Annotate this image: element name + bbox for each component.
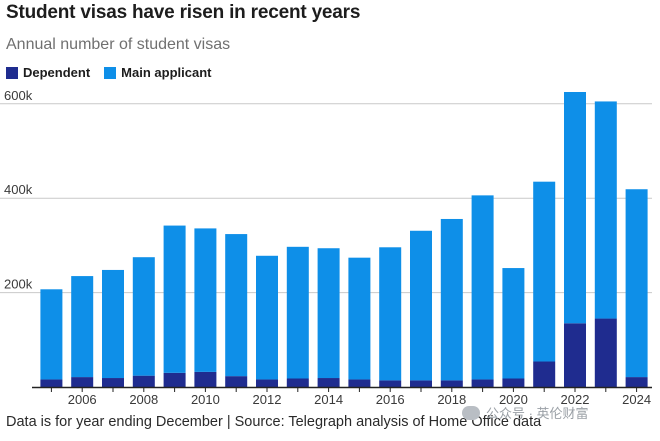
bar-dependent-2010	[194, 371, 217, 387]
bar-main-applicant-2014	[317, 248, 340, 379]
bar-dependent-2007	[102, 378, 124, 387]
bar-dependent-2020	[502, 378, 525, 387]
bar-main-applicant-2022	[564, 92, 586, 324]
legend-item-dependent: Dependent	[6, 65, 90, 80]
bar-dependent-2016	[379, 380, 402, 387]
watermark: 公众号 · 英伦财富	[462, 403, 589, 422]
x-tick-label: 2006	[68, 392, 97, 407]
legend-label-main-applicant: Main applicant	[121, 65, 212, 80]
bar-main-applicant-2020	[502, 268, 525, 379]
bar-dependent-2015	[348, 379, 371, 387]
bar-main-applicant-2017	[410, 230, 432, 381]
bar-dependent-2008	[132, 375, 155, 387]
bar-dependent-2021	[533, 361, 556, 387]
source-footer: Data is for year ending December | Sourc…	[6, 414, 542, 430]
bar-dependent-2009	[163, 372, 186, 387]
bar-dependent-2014	[317, 378, 340, 387]
legend-label-dependent: Dependent	[23, 65, 91, 80]
bar-main-applicant-2023	[594, 101, 617, 319]
x-tick-label: 2018	[437, 392, 466, 407]
legend: Dependent Main applicant	[6, 65, 225, 80]
bar-dependent-2024	[625, 377, 648, 387]
bar-dependent-2005	[40, 379, 63, 387]
bar-main-applicant-2013	[286, 246, 309, 379]
wechat-logo-icon	[462, 405, 480, 420]
x-tick-label: 2008	[129, 392, 158, 407]
bar-main-applicant-2007	[102, 269, 124, 379]
bar-main-applicant-2006	[71, 276, 94, 378]
x-tick-label: 2020	[499, 392, 528, 407]
bar-main-applicant-2011	[225, 234, 248, 377]
x-tick-label: 2012	[253, 392, 282, 407]
bar-main-applicant-2024	[625, 189, 648, 378]
bar-dependent-2018	[440, 380, 463, 387]
watermark-text: 公众号 · 英伦财富	[486, 406, 589, 421]
bar-main-applicant-2019	[471, 195, 494, 380]
bar-main-applicant-2021	[533, 181, 556, 362]
x-tick-label: 2016	[376, 392, 405, 407]
bar-dependent-2011	[225, 376, 248, 387]
bar-main-applicant-2008	[132, 257, 155, 376]
chart-subtitle: Annual number of student visas	[6, 36, 231, 53]
bar-main-applicant-2005	[40, 289, 63, 380]
bar-dependent-2012	[256, 379, 278, 387]
legend-item-main: Main applicant	[104, 65, 211, 80]
bar-main-applicant-2009	[163, 225, 186, 373]
bar-dependent-2023	[594, 318, 617, 387]
legend-swatch-dependent	[6, 66, 18, 79]
x-tick-label: 2014	[314, 392, 343, 407]
bar-main-applicant-2018	[440, 218, 463, 381]
bar-main-applicant-2012	[256, 255, 278, 380]
y-tick-label: 400k	[4, 182, 33, 197]
x-tick-label: 2022	[561, 392, 590, 407]
chart-title: Student visas have risen in recent years	[6, 2, 361, 23]
bar-dependent-2013	[286, 378, 309, 387]
bar-dependent-2019	[471, 379, 494, 387]
x-tick-label: 2024	[622, 392, 651, 407]
bar-main-applicant-2016	[379, 247, 402, 381]
bar-dependent-2006	[71, 377, 94, 387]
legend-swatch-main-applicant	[104, 66, 117, 79]
bar-main-applicant-2015	[348, 257, 371, 380]
bar-dependent-2017	[410, 380, 432, 387]
bar-dependent-2022	[564, 323, 586, 387]
x-tick-label: 2010	[191, 392, 220, 407]
y-tick-label: 200k	[4, 277, 33, 292]
y-tick-label: 600k	[4, 88, 33, 103]
bar-main-applicant-2010	[194, 228, 217, 372]
